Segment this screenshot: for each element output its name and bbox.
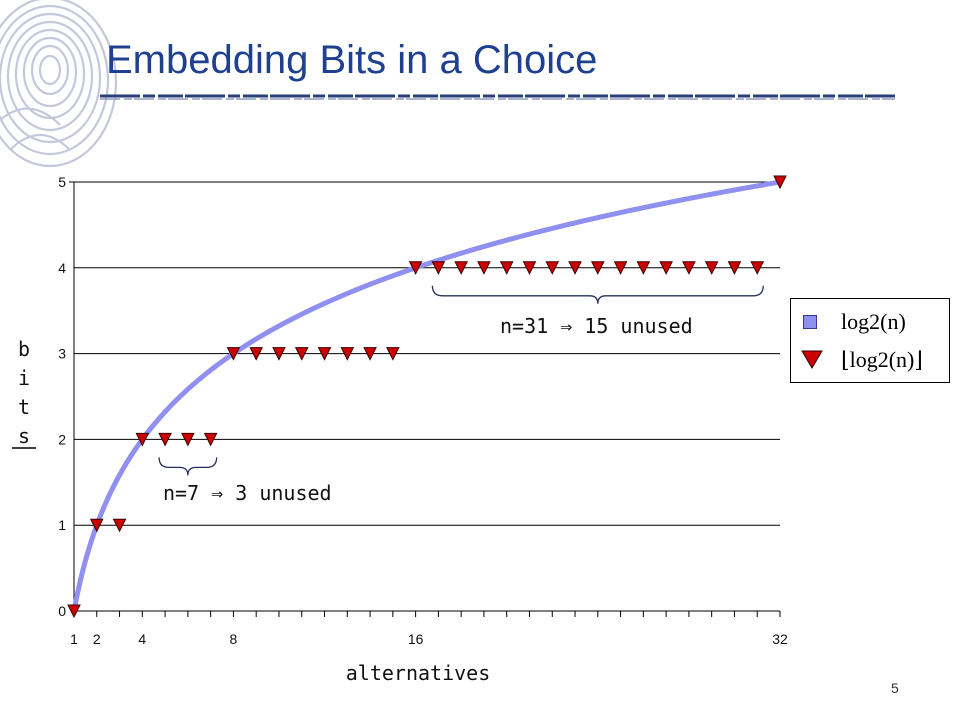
x-tick-label: 2 bbox=[93, 631, 101, 647]
legend-entry-log2: log2(n) bbox=[791, 301, 949, 341]
x-tick-label: 4 bbox=[138, 631, 146, 647]
floor-log2-marker bbox=[454, 261, 468, 275]
y-axis-title-letter: i bbox=[18, 366, 30, 390]
unused-brace bbox=[158, 457, 218, 476]
floor-log2-marker bbox=[750, 261, 765, 275]
y-tick-label: 5 bbox=[58, 174, 66, 190]
floor-log2-marker bbox=[522, 261, 537, 275]
y-axis-title-letter: t bbox=[18, 395, 30, 419]
unused-braces bbox=[158, 285, 764, 476]
floor-log2-marker bbox=[386, 347, 400, 361]
floor-log2-marker bbox=[477, 261, 491, 275]
floor-log2-marker bbox=[773, 175, 787, 190]
floor-log2-marker bbox=[431, 261, 446, 275]
y-axis-title-letter: b bbox=[18, 337, 30, 361]
gridlines bbox=[74, 181, 780, 526]
floor-log2-marker bbox=[249, 347, 264, 361]
legend-label-floor-log2: ⌊log2(n)⌋ bbox=[841, 347, 923, 372]
floor-log2-marker bbox=[112, 518, 127, 533]
floor-log2-marker bbox=[659, 261, 673, 275]
page-number: 5 bbox=[891, 680, 899, 696]
y-tick-label: 4 bbox=[58, 260, 66, 276]
floor-log2-marker bbox=[135, 432, 150, 447]
log2-line bbox=[71, 179, 783, 614]
x-tick-label: 1 bbox=[70, 631, 78, 647]
floor-log2-marker bbox=[408, 261, 423, 275]
y-axis-title-letter: s bbox=[18, 424, 30, 448]
floor-log2-marker bbox=[203, 432, 218, 447]
annotation-n31: n=31 ⇒ 15 unused bbox=[500, 314, 693, 338]
floor-log2-marker bbox=[682, 261, 696, 275]
unused-brace bbox=[431, 285, 764, 304]
y-tick-label: 0 bbox=[58, 603, 66, 619]
floor-log2-marker bbox=[568, 261, 582, 275]
floor-log2-marker bbox=[272, 347, 286, 361]
title-underline bbox=[100, 94, 895, 100]
annotation-n7: n=7 ⇒ 3 unused bbox=[163, 481, 332, 505]
y-tick-label: 1 bbox=[58, 517, 66, 533]
x-axis-title: alternatives bbox=[346, 661, 491, 685]
square-marker-icon bbox=[803, 315, 817, 329]
floor-log2-marker bbox=[89, 518, 104, 533]
x-tick-label: 32 bbox=[772, 631, 788, 647]
y-tick-label: 3 bbox=[58, 346, 66, 362]
slide-title: Embedding Bits in a Choice bbox=[106, 38, 598, 82]
floor-log2-series bbox=[67, 175, 787, 619]
floor-log2-marker bbox=[704, 261, 719, 275]
floor-log2-marker bbox=[226, 347, 241, 361]
legend-entry-floor-log2: ⌊log2(n)⌋ bbox=[791, 341, 949, 381]
floor-log2-marker bbox=[158, 432, 172, 447]
y-tick-label: 2 bbox=[58, 431, 66, 447]
floor-log2-marker bbox=[340, 347, 355, 361]
floor-log2-marker bbox=[636, 261, 651, 275]
floor-log2-marker bbox=[317, 347, 332, 361]
x-tick-label: 8 bbox=[230, 631, 238, 647]
triangle-marker-icon bbox=[801, 350, 823, 369]
floor-log2-marker bbox=[613, 261, 628, 275]
legend-label-log2: log2(n) bbox=[841, 309, 906, 334]
log2-series bbox=[71, 179, 783, 614]
floor-log2-marker bbox=[545, 261, 560, 275]
floor-log2-marker bbox=[727, 261, 742, 275]
fingerprint-logo bbox=[0, 0, 118, 168]
floor-log2-marker bbox=[499, 261, 514, 275]
floor-log2-marker bbox=[181, 432, 195, 447]
floor-log2-marker bbox=[67, 604, 81, 619]
legend: log2(n) ⌊log2(n)⌋ bbox=[790, 298, 950, 383]
floor-log2-marker bbox=[363, 347, 377, 361]
x-tick-label: 16 bbox=[408, 631, 424, 647]
floor-log2-marker bbox=[294, 347, 309, 361]
floor-log2-marker bbox=[590, 261, 605, 275]
